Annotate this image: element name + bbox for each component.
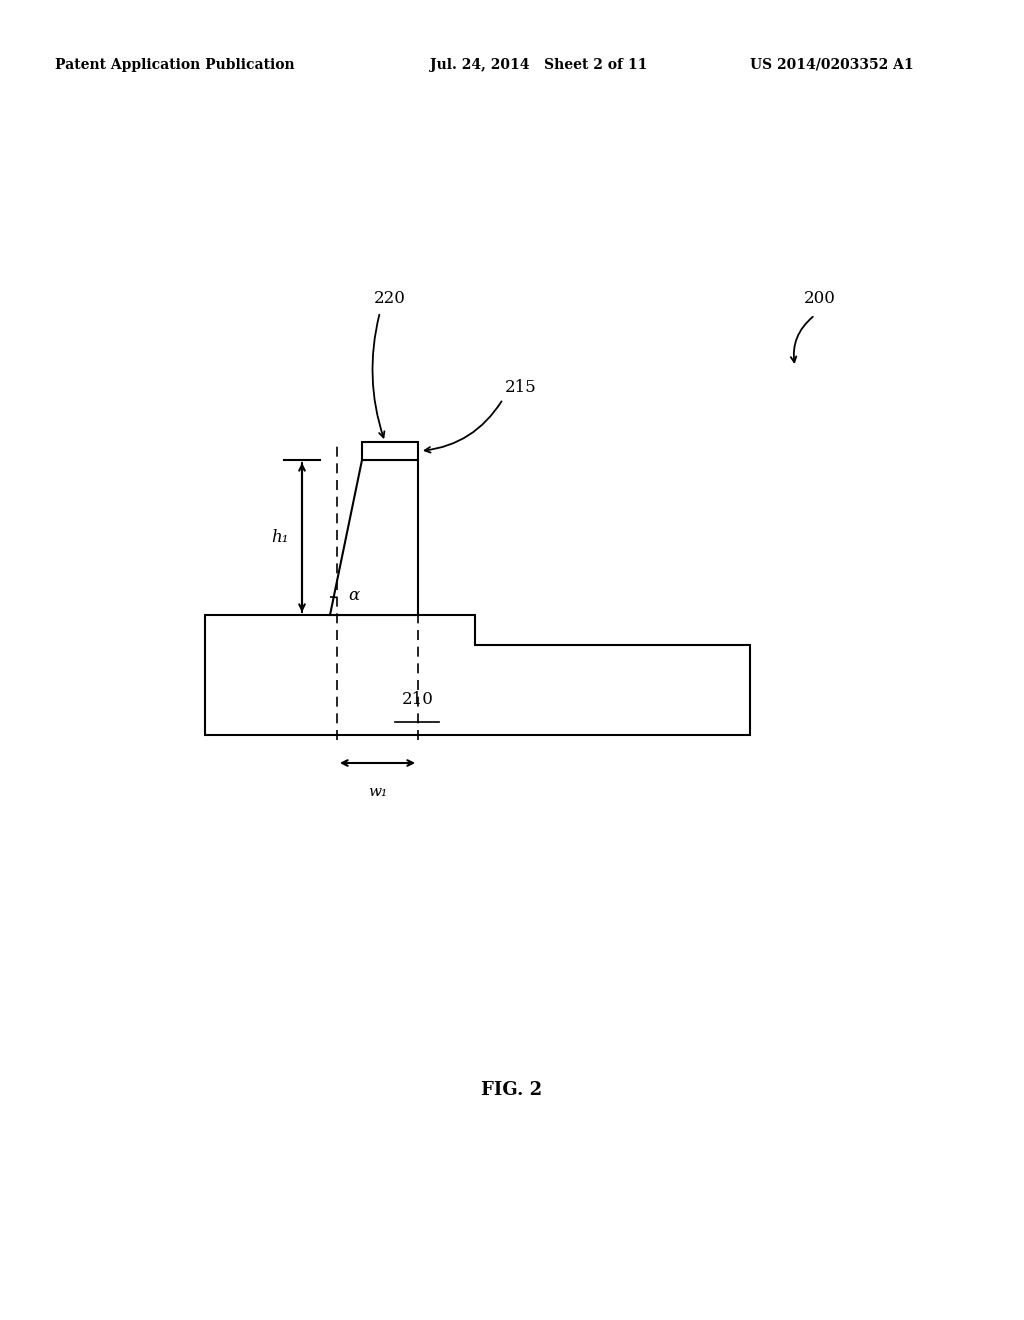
Text: FIG. 2: FIG. 2	[481, 1081, 543, 1100]
Polygon shape	[205, 615, 750, 735]
Text: α: α	[348, 586, 359, 603]
Text: 215: 215	[505, 379, 537, 396]
Text: 220: 220	[374, 290, 406, 308]
Text: 200: 200	[804, 290, 836, 308]
Text: 210: 210	[401, 692, 433, 709]
Text: US 2014/0203352 A1: US 2014/0203352 A1	[750, 58, 913, 73]
Bar	[362, 442, 418, 459]
Polygon shape	[330, 459, 418, 615]
Text: w₁: w₁	[368, 785, 387, 799]
Text: Jul. 24, 2014   Sheet 2 of 11: Jul. 24, 2014 Sheet 2 of 11	[430, 58, 647, 73]
Text: h₁: h₁	[271, 529, 289, 546]
Text: Patent Application Publication: Patent Application Publication	[55, 58, 295, 73]
